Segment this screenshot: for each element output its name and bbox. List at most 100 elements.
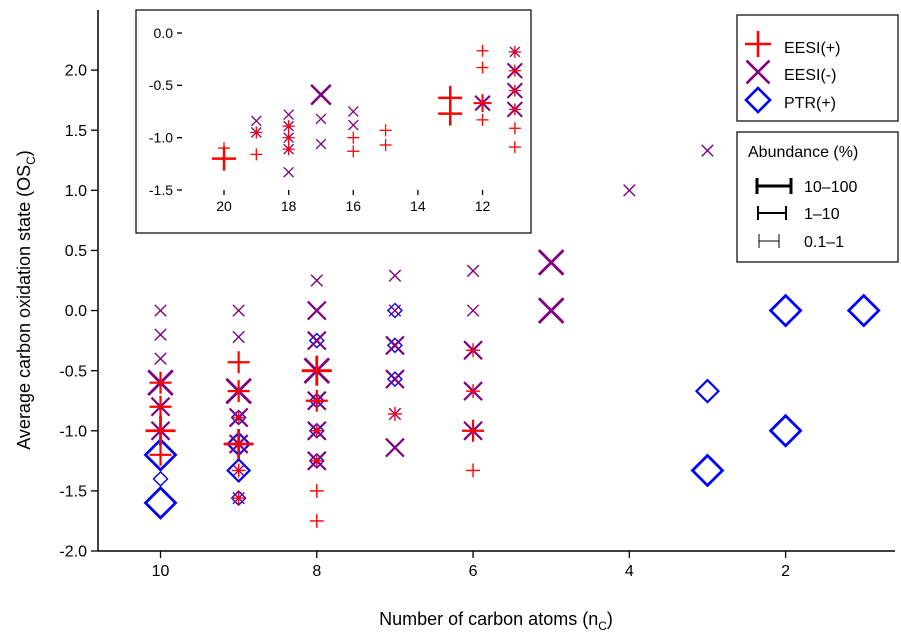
inset-point-eesiminus bbox=[315, 113, 327, 125]
abundance-legend-title: Abundance (%) bbox=[748, 144, 858, 161]
inset-point-eesiplus bbox=[508, 103, 521, 116]
x-tick-label: 4 bbox=[625, 563, 634, 580]
inset-point-eesiplus bbox=[282, 143, 295, 156]
inset-point-eesiplus bbox=[250, 126, 263, 139]
inset-point-eesiplus bbox=[438, 101, 463, 126]
point-eesiplus bbox=[231, 410, 246, 425]
inset-data-points bbox=[212, 44, 523, 178]
inset-point-eesiplus bbox=[508, 122, 521, 135]
point-ptrplus bbox=[226, 457, 252, 484]
point-eesiplus bbox=[231, 491, 246, 506]
inset-point-eesiplus bbox=[476, 61, 489, 74]
point-ptrplus bbox=[690, 453, 725, 488]
inset-y-tick-label: 0.0 bbox=[154, 25, 174, 41]
point-eesiplus bbox=[387, 406, 402, 421]
inset-point-eesiplus bbox=[476, 44, 489, 57]
point-eesiminus bbox=[232, 304, 245, 317]
point-ptrplus bbox=[143, 437, 178, 472]
abundance-legend-box bbox=[736, 131, 899, 263]
point-eesiminus bbox=[385, 437, 405, 458]
x-ticks: 10 8 6 4 2 bbox=[152, 551, 790, 580]
x-tick-label: 10 bbox=[152, 563, 170, 580]
inset-plot: 20 18 16 14 12 0.0 -0.5 -1.0 -1.5 bbox=[135, 9, 532, 234]
point-eesiplus bbox=[231, 463, 246, 478]
inset-frame bbox=[135, 9, 532, 234]
y-tick-label: 1.0 bbox=[65, 183, 87, 200]
point-eesiplus bbox=[227, 380, 250, 403]
legend-marker-eesi-minus bbox=[745, 59, 771, 85]
inset-point-eesiminus bbox=[283, 109, 295, 121]
inset-point-eesiplus bbox=[508, 141, 521, 154]
y-tick-label: 0.0 bbox=[65, 303, 87, 320]
point-eesiplus bbox=[223, 429, 254, 460]
abundance-bar-medium bbox=[757, 206, 787, 220]
y-ticks: -2.0 -1.5 -1.0 -0.5 0.0 0.5 1.0 1.5 2.0 bbox=[59, 63, 98, 561]
inset-x-tick-label: 18 bbox=[281, 198, 297, 214]
point-eesiplus bbox=[227, 351, 250, 374]
point-eesiplus bbox=[149, 395, 172, 418]
point-eesiminus bbox=[466, 304, 480, 317]
inset-point-eesiminus bbox=[315, 138, 327, 150]
inset-point-eesiplus bbox=[250, 148, 263, 161]
point-eesiplus bbox=[305, 389, 328, 412]
inset-point-eesiplus bbox=[379, 124, 392, 137]
abundance-bar-large bbox=[755, 178, 793, 194]
point-eesiminus bbox=[306, 300, 327, 321]
point-ptrplus bbox=[386, 337, 403, 354]
point-ptrplus bbox=[768, 293, 803, 328]
point-eesiplus bbox=[466, 463, 481, 478]
inset-y-ticks: 0.0 -0.5 -1.0 -1.5 bbox=[149, 25, 182, 198]
point-eesiminus bbox=[310, 274, 324, 287]
point-eesiminus bbox=[388, 269, 402, 282]
abundance-legend: Abundance (%) 10–100 1–10 0.1–1 bbox=[736, 131, 899, 263]
point-ptrplus bbox=[386, 371, 403, 388]
point-eesiplus bbox=[309, 483, 324, 498]
legend-markers bbox=[744, 31, 772, 114]
point-ptrplus bbox=[386, 302, 403, 319]
inset-point-eesiplus bbox=[508, 84, 521, 97]
y-tick-label: 2.0 bbox=[65, 63, 87, 80]
inset-point-eesiminus bbox=[347, 106, 359, 117]
x-tick-label: 8 bbox=[312, 563, 321, 580]
point-ptrplus bbox=[768, 413, 803, 448]
abundance-label-large: 10–100 bbox=[804, 179, 857, 196]
inset-x-tick-label: 20 bbox=[216, 198, 232, 214]
legend-label-eesi-plus: EESI(+) bbox=[784, 40, 840, 57]
inset-point-eesiplus bbox=[508, 64, 521, 77]
inset-x-tick-label: 14 bbox=[410, 198, 426, 214]
main-axes: 10 8 6 4 2 -2.0 -1.5 -1.0 -0.5 0.0 0.5 1.0 1.5 2.0 bbox=[59, 10, 895, 580]
y-tick-label: -1.5 bbox=[59, 483, 87, 500]
inset-point-eesiplus bbox=[347, 131, 360, 144]
point-eesiminus bbox=[537, 249, 565, 276]
legend-marker-eesi-plus bbox=[745, 31, 771, 57]
inset-point-eesiplus bbox=[347, 145, 360, 158]
inset-point-eesiminus bbox=[283, 166, 295, 178]
point-eesiminus bbox=[623, 184, 636, 197]
point-eesiplus bbox=[309, 423, 324, 438]
inset-x-tick-label: 12 bbox=[475, 198, 491, 214]
point-eesiplus bbox=[309, 453, 324, 468]
inset-point-eesiminus bbox=[347, 119, 359, 131]
inset-point-eesiplus bbox=[379, 138, 392, 151]
inset-point-eesiplus bbox=[476, 113, 489, 126]
point-eesiminus bbox=[466, 264, 480, 278]
y-tick-label: 0.5 bbox=[65, 243, 87, 260]
inset-y-tick-label: -1.0 bbox=[149, 130, 173, 146]
inset-point-eesiminus bbox=[250, 115, 262, 127]
point-eesiplus bbox=[149, 443, 172, 466]
point-ptrplus bbox=[143, 485, 178, 520]
inset-point-eesiplus bbox=[282, 131, 295, 144]
y-axis-title: Average carbon oxidation state (OSC) bbox=[14, 150, 38, 450]
abundance-label-small: 0.1–1 bbox=[804, 234, 844, 251]
point-eesiminus bbox=[385, 369, 405, 389]
point-eesiplus bbox=[309, 513, 324, 528]
point-eesiminus bbox=[154, 328, 167, 341]
point-eesiminus bbox=[537, 297, 565, 324]
point-eesiminus bbox=[306, 330, 327, 351]
abundance-bar-small bbox=[758, 234, 780, 248]
point-eesiplus bbox=[466, 343, 481, 358]
point-eesiminus bbox=[385, 335, 405, 356]
inset-point-eesiplus bbox=[473, 94, 492, 113]
point-ptrplus bbox=[152, 470, 169, 487]
